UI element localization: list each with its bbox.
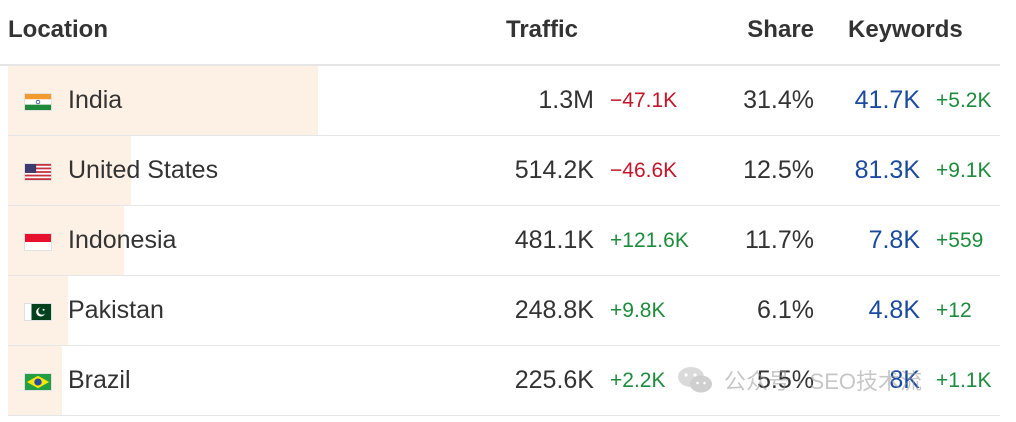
- country-name[interactable]: United States: [68, 156, 219, 184]
- keywords-value[interactable]: 7.8K: [868, 226, 920, 254]
- traffic-change: +9.8K: [610, 299, 666, 322]
- traffic-value: 1.3M: [538, 86, 594, 114]
- share-value: 12.5%: [743, 156, 814, 184]
- keywords-change: +12: [936, 299, 972, 322]
- share-value: 6.1%: [757, 296, 814, 324]
- share-value: 5.5%: [757, 366, 814, 394]
- traffic-change: −46.6K: [610, 159, 678, 182]
- brazil-flag-icon: [24, 373, 52, 391]
- keywords-column-header[interactable]: Keywords: [848, 16, 963, 43]
- country-name[interactable]: Indonesia: [68, 226, 177, 254]
- traffic-value: 225.6K: [514, 366, 594, 394]
- country-name[interactable]: India: [68, 86, 123, 114]
- keywords-value[interactable]: 4.8K: [868, 296, 920, 324]
- pakistan-flag-icon: [24, 303, 52, 321]
- us-flag-icon: [24, 163, 52, 181]
- table-row[interactable]: India 1.3M −47.1K 31.4% 41.7K +5.2K: [8, 66, 1000, 136]
- share-column-header[interactable]: Share: [747, 16, 814, 43]
- table-row[interactable]: Pakistan 248.8K +9.8K 6.1% 4.8K +12: [8, 276, 1000, 346]
- share-bar: [8, 66, 318, 135]
- traffic-change: +121.6K: [610, 229, 689, 252]
- keywords-change: +9.1K: [936, 159, 992, 182]
- keywords-change: +1.1K: [936, 369, 992, 392]
- keywords-value[interactable]: 8K: [889, 366, 920, 394]
- table-row[interactable]: Brazil 225.6K +2.2K 5.5% 8K +1.1K: [8, 346, 1000, 416]
- traffic-value: 248.8K: [514, 296, 594, 324]
- traffic-column-header[interactable]: Traffic: [506, 16, 579, 43]
- indonesia-flag-icon: [24, 233, 52, 251]
- country-name[interactable]: Brazil: [68, 366, 131, 394]
- traffic-change: −47.1K: [610, 89, 678, 112]
- table-row[interactable]: Indonesia 481.1K +121.6K 11.7% 7.8K +559: [8, 206, 1000, 276]
- keywords-value[interactable]: 81.3K: [854, 156, 920, 184]
- keywords-change: +5.2K: [936, 89, 992, 112]
- share-value: 11.7%: [744, 226, 814, 254]
- india-flag-icon: [24, 93, 52, 111]
- traffic-value: 514.2K: [514, 156, 594, 184]
- country-name[interactable]: Pakistan: [68, 296, 164, 324]
- traffic-value: 481.1K: [514, 226, 594, 254]
- keywords-value[interactable]: 41.7K: [854, 86, 920, 114]
- share-value: 31.4%: [743, 86, 814, 114]
- location-column-header[interactable]: Location: [8, 16, 108, 43]
- keywords-change: +559: [936, 229, 984, 252]
- table-header: Location Traffic Share Keywords: [0, 0, 1000, 66]
- table-row[interactable]: United States 514.2K −46.6K 12.5% 81.3K …: [8, 136, 1000, 206]
- traffic-change: +2.2K: [610, 369, 666, 392]
